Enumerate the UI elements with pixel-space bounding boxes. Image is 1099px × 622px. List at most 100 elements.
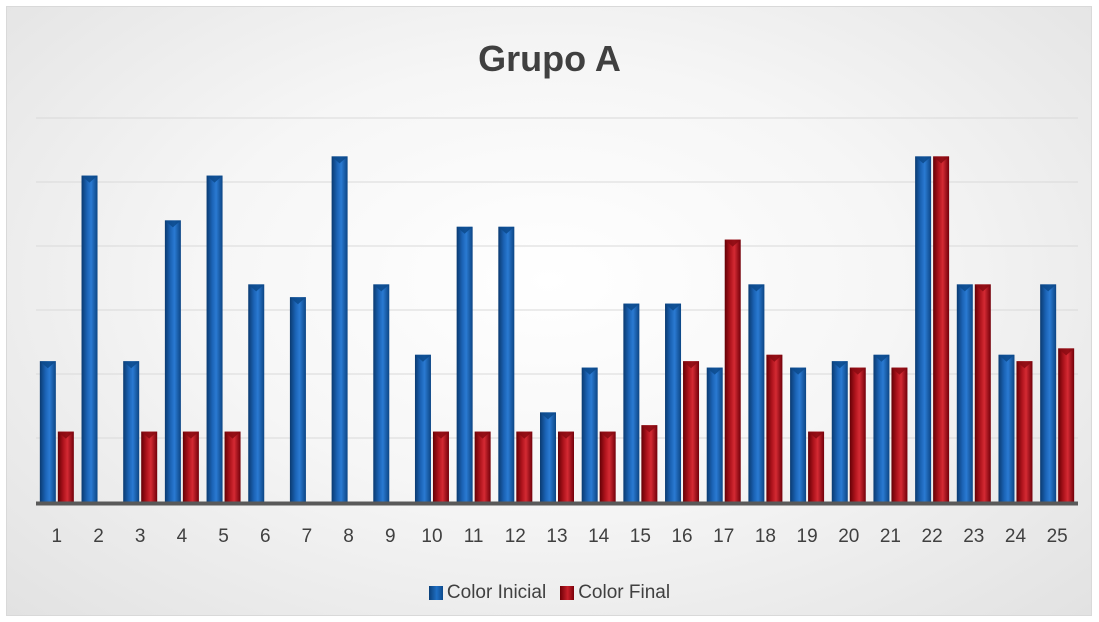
bar-color-inicial — [81, 175, 98, 502]
x-tick-label: 10 — [421, 526, 442, 547]
bar-color-final — [224, 431, 241, 502]
bar-color-final-bevel — [724, 239, 741, 247]
bar-color-inicial-body — [39, 361, 56, 502]
bar-color-final-body — [641, 425, 658, 502]
bar-color-final-bevel — [57, 431, 74, 439]
bar-color-final — [432, 431, 449, 502]
bar-color-inicial-body — [915, 156, 932, 502]
bar-color-final-body — [1016, 361, 1033, 502]
bar-color-inicial-bevel — [248, 284, 265, 292]
bar-color-final-bevel — [599, 431, 616, 439]
bar-color-final-bevel — [1058, 348, 1075, 356]
x-tick-label: 14 — [588, 526, 610, 547]
bar-color-inicial-bevel — [39, 361, 56, 369]
x-tick-label: 6 — [260, 526, 271, 547]
bar-color-final-bevel — [432, 431, 449, 439]
bar-color-inicial — [581, 367, 598, 502]
bar-color-inicial — [164, 220, 181, 502]
bar-color-final-bevel — [891, 367, 908, 375]
bar-color-final-body — [599, 431, 616, 502]
bar-color-inicial — [123, 361, 140, 502]
bar-color-inicial-body — [706, 367, 723, 502]
bar-color-inicial — [248, 284, 265, 502]
bar-color-final — [849, 367, 866, 502]
x-tick-label: 5 — [218, 526, 229, 547]
bar-color-inicial-bevel — [873, 354, 890, 362]
bar-color-inicial-body — [164, 220, 181, 502]
bar-color-final-bevel — [474, 431, 491, 439]
bar-color-inicial — [1040, 284, 1057, 502]
bar-color-inicial — [289, 297, 306, 502]
x-tick-label: 17 — [713, 526, 734, 547]
bar-color-inicial — [456, 226, 473, 503]
bar-color-final-bevel — [766, 354, 783, 362]
bar-color-final-body — [933, 156, 950, 502]
bar-color-inicial-body — [831, 361, 848, 502]
x-tick-label: 19 — [797, 526, 818, 547]
bar-color-final-bevel — [933, 156, 950, 164]
bar-color-final — [891, 367, 908, 502]
bar-color-inicial-bevel — [581, 367, 598, 375]
x-tick-label: 18 — [755, 526, 776, 547]
bar-color-inicial — [915, 156, 932, 502]
x-tick-label: 9 — [385, 526, 396, 547]
x-tick-label: 11 — [464, 526, 484, 547]
x-tick-label: 12 — [505, 526, 526, 547]
bar-color-inicial-body — [456, 226, 473, 503]
bar-color-inicial-bevel — [373, 284, 390, 292]
bar-color-inicial — [540, 412, 556, 502]
x-tick-label: 16 — [671, 526, 692, 547]
x-tick-label: 1 — [52, 526, 63, 547]
legend-swatch-initial — [428, 586, 443, 600]
bar-color-final-body — [516, 431, 533, 502]
bar-color-inicial-body — [581, 367, 598, 502]
bar-color-final-body — [849, 367, 866, 502]
bar-color-inicial-bevel — [623, 303, 640, 311]
bar-color-final-body — [224, 431, 241, 502]
legend-label-final: Color Final — [578, 582, 671, 603]
bar-color-final-body — [808, 431, 825, 502]
bar-color-final — [1016, 361, 1033, 502]
bar-color-inicial — [498, 226, 515, 503]
bar-color-inicial-bevel — [540, 412, 556, 420]
bar-color-inicial-bevel — [498, 226, 515, 234]
bar-color-inicial-body — [206, 175, 223, 502]
bar-color-inicial-bevel — [915, 156, 932, 164]
bar-color-inicial-bevel — [289, 297, 306, 305]
bar-color-inicial-bevel — [998, 354, 1015, 362]
bar-color-inicial-bevel — [331, 156, 348, 164]
x-tick-label: 24 — [1005, 526, 1027, 547]
bar-color-final-body — [474, 431, 491, 502]
bar-color-final-bevel — [141, 431, 158, 439]
bar-color-inicial-body — [540, 412, 556, 502]
bar-color-inicial-body — [790, 367, 807, 502]
bar-color-inicial — [206, 175, 223, 502]
bar-color-final-bevel — [683, 361, 700, 369]
x-tick-label: 15 — [630, 526, 651, 547]
bar-color-inicial — [414, 354, 431, 502]
legend-swatch-final — [560, 586, 575, 600]
bar-color-inicial — [748, 284, 765, 502]
chart-title: Grupo A — [478, 38, 621, 79]
bar-color-inicial — [998, 354, 1015, 502]
bar-color-inicial-bevel — [123, 361, 140, 369]
bar-color-final-body — [974, 284, 991, 502]
bar-color-final-body — [766, 354, 783, 502]
bar-color-inicial-bevel — [1040, 284, 1057, 292]
bar-color-final-bevel — [641, 425, 658, 433]
bar-color-inicial-bevel — [956, 284, 973, 292]
bar-color-inicial — [706, 367, 723, 502]
bar-color-final — [766, 354, 783, 502]
bar-color-final — [933, 156, 950, 502]
bar-color-inicial-bevel — [665, 303, 682, 311]
bar-color-inicial — [790, 367, 807, 502]
bar-color-final-body — [432, 431, 449, 502]
bar-color-inicial — [665, 303, 682, 502]
x-tick-label: 8 — [343, 526, 354, 547]
bar-color-inicial-body — [873, 354, 890, 502]
x-tick-label: 20 — [838, 526, 859, 547]
bar-color-final — [724, 239, 741, 502]
x-tick-label: 22 — [922, 526, 943, 547]
bar-color-inicial — [331, 156, 348, 502]
